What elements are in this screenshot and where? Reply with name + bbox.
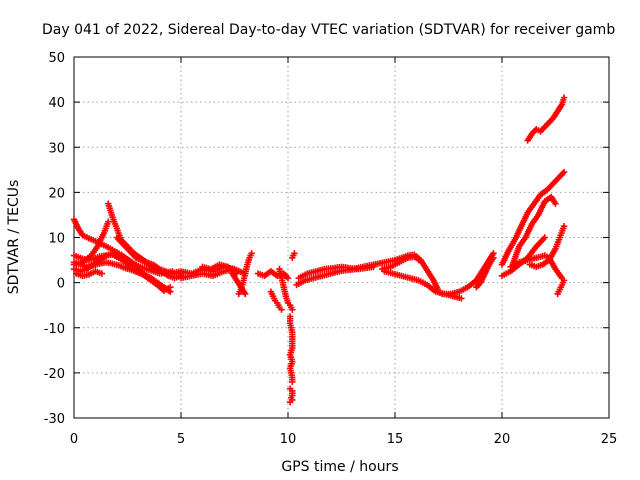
y-axis-label: SDTVAR / TECUs — [6, 180, 22, 295]
y-tick-label: 50 — [48, 51, 65, 66]
series-sat-q — [286, 313, 296, 386]
series-sat-k — [199, 261, 240, 277]
y-tick-label: 0 — [57, 277, 65, 292]
data-point — [560, 94, 568, 101]
x-tick-label: 25 — [601, 432, 618, 447]
series-sat-o — [267, 288, 285, 313]
series-sat-r — [286, 385, 296, 406]
data-point — [458, 295, 465, 302]
x-tick-label: 0 — [70, 432, 78, 447]
y-tick-label: 20 — [48, 186, 65, 201]
data-point — [541, 234, 548, 241]
data-point — [560, 223, 568, 230]
data-point — [286, 399, 294, 406]
series-sat-ad — [526, 223, 568, 271]
x-tick-labels: 0 5 10 15 20 25 — [70, 432, 617, 447]
series-sat-p — [276, 265, 296, 313]
series-sat-s — [289, 250, 298, 262]
series-sat-e — [70, 218, 112, 268]
data-point — [560, 168, 568, 176]
data-point — [289, 306, 296, 313]
data-point — [291, 250, 298, 257]
data-point — [289, 378, 296, 386]
data-point — [167, 288, 174, 295]
series-sat-w — [378, 253, 441, 293]
data-point — [284, 274, 292, 282]
y-tick-label: -10 — [44, 322, 65, 337]
series-sat-d — [70, 259, 174, 295]
x-tick-label: 20 — [494, 432, 511, 447]
series-sat-ab — [498, 168, 568, 268]
data-point — [248, 250, 255, 257]
y-tick-labels: -30 -20 -10 0 10 20 30 40 50 — [44, 51, 65, 427]
x-tick-label: 15 — [387, 432, 404, 447]
grid-lines — [74, 57, 609, 418]
series-sat-m — [229, 270, 249, 298]
series-sat-x — [381, 268, 465, 302]
axis-ticks — [73, 56, 610, 419]
series-sat-y — [438, 250, 497, 298]
data-point — [98, 270, 106, 277]
x-tick-label: 10 — [280, 432, 297, 447]
data-point — [490, 254, 497, 262]
data-point — [552, 200, 559, 207]
y-tick-label: 30 — [48, 141, 65, 156]
data-point — [105, 218, 112, 225]
data-point — [278, 306, 285, 313]
y-tick-label: -30 — [44, 412, 65, 427]
x-axis-label: GPS time / hours — [281, 459, 398, 475]
data-point — [242, 290, 249, 298]
series-sat-g — [113, 234, 185, 282]
data-points — [70, 94, 568, 406]
series-sat-af — [524, 94, 568, 144]
y-tick-label: 40 — [48, 96, 65, 111]
x-tick-label: 5 — [177, 432, 185, 447]
series-sat-u — [295, 263, 362, 282]
series-sat-ag — [554, 277, 568, 298]
y-tick-label: 10 — [48, 232, 65, 247]
series-sat-j — [177, 265, 238, 282]
data-point — [560, 277, 568, 284]
y-tick-label: -20 — [44, 367, 65, 382]
series-sat-ae — [507, 252, 566, 282]
series-sat-n — [254, 268, 292, 282]
series-sat-z — [473, 254, 497, 291]
series-sat-h — [72, 268, 106, 280]
chart-title: Day 041 of 2022, Sidereal Day-to-day VTE… — [42, 22, 615, 38]
